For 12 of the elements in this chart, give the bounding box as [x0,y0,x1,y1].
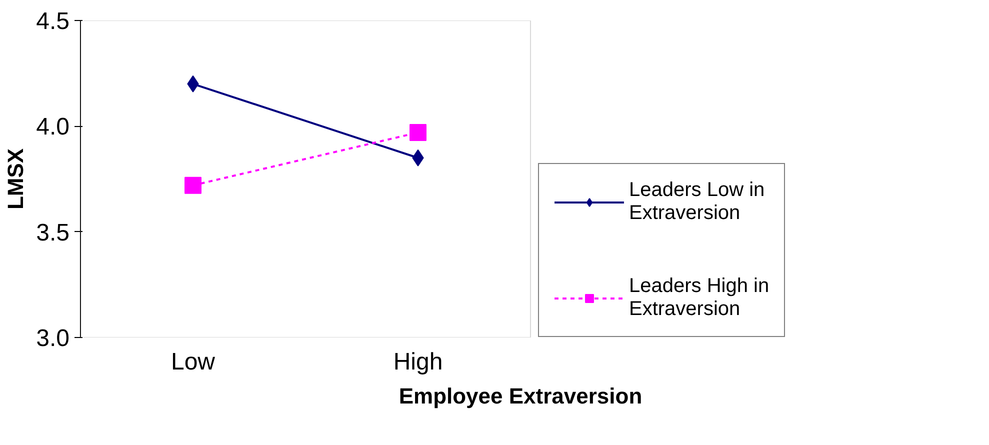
legend-label: Leaders Low in Extraversion [629,179,765,225]
y-tick-label: 4.5 [36,8,70,35]
y-tick-label: 3.0 [36,325,70,352]
y-tick-label: 4.0 [36,114,70,141]
y-tick-label: 3.5 [36,219,70,246]
point [410,124,426,142]
point [184,176,202,194]
y-axis-title: LMSX [3,148,28,210]
x-axis-title: Employee Extraversion [398,384,642,408]
x-tick-label: Low [170,348,216,376]
legend-label: Leaders High in Extraversion [629,275,770,321]
x-tick-label: High [393,348,443,376]
